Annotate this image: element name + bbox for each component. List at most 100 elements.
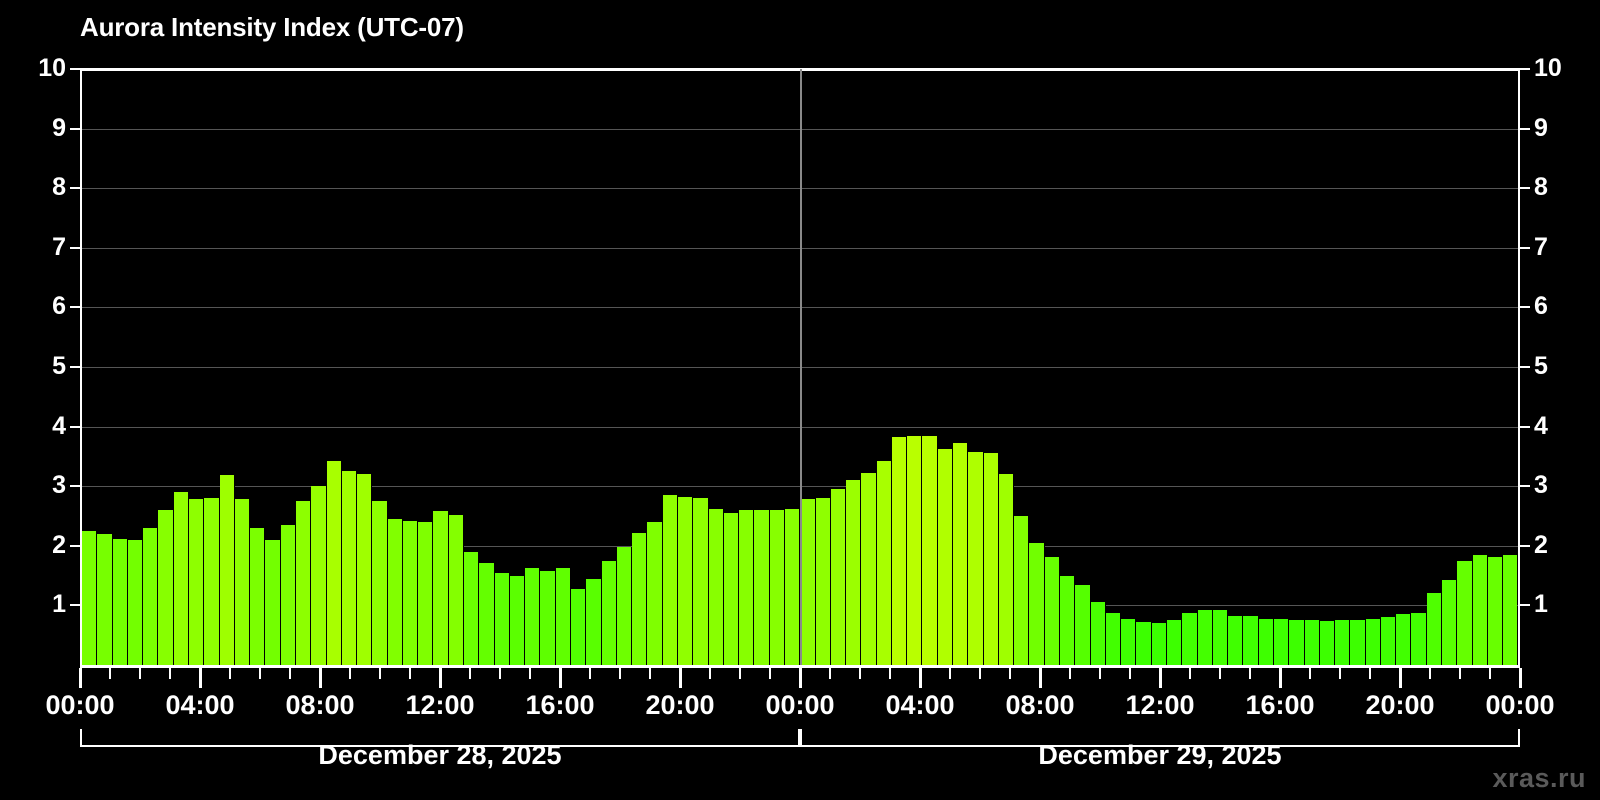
- day-bracket: [800, 729, 1520, 747]
- y-tick-mark-right-3: [1520, 485, 1530, 488]
- y-tick-mark-left-2: [70, 544, 80, 547]
- x-tick-minor: [469, 668, 471, 679]
- bar: [188, 499, 205, 665]
- y-tick-mark-right-1: [1520, 604, 1530, 607]
- bar: [525, 568, 541, 665]
- x-tick-minor: [1309, 668, 1311, 679]
- day-bracket: [80, 729, 800, 747]
- bar: [601, 560, 617, 665]
- bar: [143, 527, 159, 665]
- x-tick-major: [558, 668, 562, 688]
- x-tick-minor: [259, 668, 261, 679]
- bar: [1212, 609, 1229, 665]
- y-tick-mark-right-6: [1520, 306, 1530, 309]
- bar: [891, 437, 908, 665]
- x-tick-minor: [1189, 668, 1191, 679]
- bar: [953, 443, 969, 665]
- x-tick-label: 00:00: [765, 690, 835, 720]
- bar: [586, 578, 602, 665]
- x-tick-minor: [619, 668, 621, 679]
- bar: [1136, 622, 1152, 665]
- bar: [1304, 620, 1320, 665]
- bar: [800, 499, 816, 665]
- x-tick-minor: [739, 668, 741, 679]
- bar: [1335, 620, 1351, 665]
- y-tick-label-left-6: 6: [52, 292, 66, 321]
- x-tick-major: [678, 668, 682, 688]
- y-tick-label-right-7: 7: [1534, 232, 1548, 261]
- x-tick-label: 16:00: [1245, 690, 1315, 720]
- bar: [127, 539, 144, 665]
- bar: [1426, 593, 1443, 665]
- x-tick-major: [438, 668, 442, 688]
- x-tick-minor: [1099, 668, 1101, 679]
- x-tick-minor: [289, 668, 291, 679]
- x-tick-label: 04:00: [885, 690, 955, 720]
- bar: [846, 480, 862, 665]
- bar: [937, 449, 954, 665]
- x-tick-minor: [169, 668, 171, 679]
- bar: [1503, 554, 1518, 665]
- y-tick-mark-left-8: [70, 187, 80, 190]
- y-tick-label-right-8: 8: [1534, 173, 1548, 202]
- bar: [540, 570, 556, 665]
- bar: [968, 451, 984, 665]
- y-tick-mark-right-8: [1520, 187, 1530, 190]
- bar: [1166, 620, 1183, 665]
- y-tick-label-right-10: 10: [1534, 54, 1562, 82]
- x-tick-minor: [349, 668, 351, 679]
- bar: [219, 475, 235, 665]
- y-tick-mark-left-3: [70, 485, 80, 488]
- bar: [571, 588, 587, 665]
- bar: [647, 521, 663, 665]
- bar: [1075, 584, 1091, 665]
- x-tick-minor: [859, 668, 861, 679]
- bar: [1350, 620, 1366, 665]
- x-tick-minor: [139, 668, 141, 679]
- x-tick-major: [1398, 668, 1402, 688]
- x-tick-minor: [1129, 668, 1131, 679]
- bar: [448, 514, 465, 665]
- x-tick-minor: [409, 668, 411, 679]
- bar: [693, 498, 709, 665]
- bar: [1090, 602, 1106, 665]
- x-tick-minor: [979, 668, 981, 679]
- x-tick-major: [78, 668, 82, 688]
- y-tick-mark-left-6: [70, 306, 80, 309]
- x-tick-major: [798, 668, 802, 688]
- y-tick-label-right-9: 9: [1534, 113, 1548, 142]
- x-tick-minor: [109, 668, 111, 679]
- y-tick-label-left-7: 7: [52, 232, 66, 261]
- bar: [265, 539, 281, 665]
- y-tick-mark-right-7: [1520, 246, 1530, 249]
- day-label: December 28, 2025: [318, 740, 562, 770]
- bar: [922, 435, 938, 665]
- watermark: xras.ru: [1492, 763, 1586, 793]
- y-tick-label-right-2: 2: [1534, 530, 1548, 559]
- bar: [1151, 623, 1167, 665]
- bar: [1121, 618, 1137, 665]
- bar: [326, 461, 342, 665]
- y-tick-mark-left-4: [70, 425, 80, 428]
- x-tick-minor: [769, 668, 771, 679]
- bar: [1457, 560, 1473, 665]
- y-tick-label-left-3: 3: [52, 471, 66, 500]
- x-tick-minor: [1069, 668, 1071, 679]
- bar: [1487, 556, 1504, 665]
- y-tick-label-left-5: 5: [52, 352, 66, 380]
- y-tick-label-right-1: 1: [1534, 590, 1548, 619]
- plot-area: [80, 69, 1520, 665]
- bar: [1442, 580, 1458, 665]
- bar: [204, 498, 220, 665]
- bar: [494, 572, 510, 665]
- y-tick-label-right-4: 4: [1534, 411, 1548, 440]
- bar: [1396, 614, 1412, 665]
- day-divider: [800, 69, 802, 665]
- bar: [662, 495, 678, 665]
- axis-bottom-line: [80, 665, 1520, 668]
- bar: [509, 575, 526, 665]
- x-tick-minor: [499, 668, 501, 679]
- bar: [1014, 516, 1030, 665]
- x-tick-major: [198, 668, 202, 688]
- bar: [158, 510, 174, 665]
